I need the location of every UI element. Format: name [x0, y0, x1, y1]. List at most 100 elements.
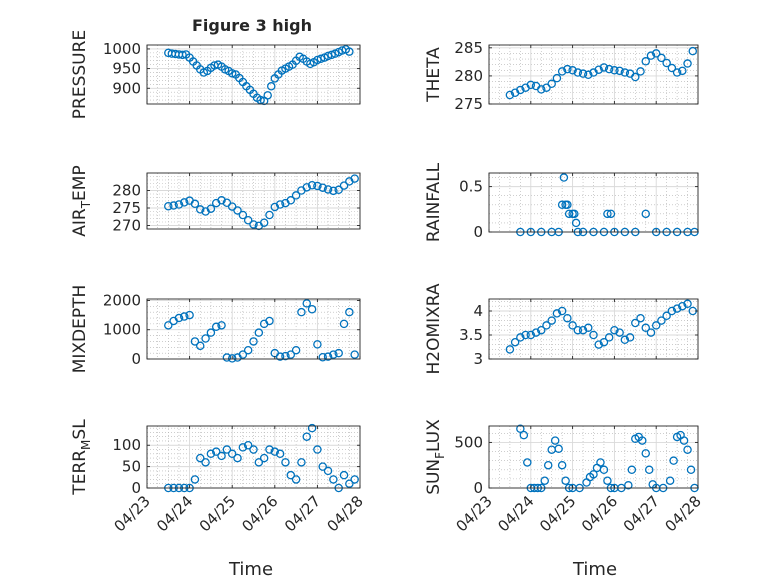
y-axis-label-sub: M — [79, 440, 93, 450]
data-point — [281, 351, 290, 361]
data-point — [206, 449, 216, 459]
data-point — [662, 311, 671, 321]
data-point — [672, 68, 682, 77]
data-point — [599, 63, 609, 72]
data-point — [604, 333, 614, 342]
y-tick-label: 275 — [112, 199, 141, 217]
data-point — [537, 85, 546, 94]
data-point — [323, 352, 333, 361]
data-point — [345, 307, 354, 317]
data-point — [211, 322, 221, 332]
data-point — [217, 321, 226, 330]
axes-box — [146, 44, 361, 105]
data-point — [526, 330, 536, 340]
axes-box — [488, 425, 699, 489]
y-tick-label: 3 — [473, 350, 483, 368]
data-point — [550, 436, 560, 445]
y-axis-label-tail: SL — [70, 419, 90, 440]
data-point — [568, 66, 577, 75]
data-point — [263, 91, 272, 100]
y-axis-label-main: THETA — [424, 47, 444, 103]
data-point — [596, 458, 605, 467]
y-tick-label: 1000 — [103, 321, 141, 339]
data-point — [563, 313, 572, 323]
y-tick-label: 50 — [122, 458, 141, 476]
data-point — [636, 313, 645, 323]
data-point — [195, 453, 205, 463]
data-point — [683, 59, 692, 68]
axes-box — [146, 298, 361, 360]
data-point — [641, 209, 651, 219]
y-tick-label: 1000 — [103, 40, 141, 58]
data-point — [547, 316, 556, 325]
data-point — [573, 68, 583, 77]
data-point — [542, 321, 551, 330]
data-point — [531, 328, 541, 337]
data-point — [679, 436, 689, 445]
axes-box — [488, 172, 699, 233]
data-point — [307, 304, 317, 314]
y-tick-label: 280 — [112, 182, 141, 200]
y-axis-label: PRESSURE — [70, 30, 90, 119]
data-point — [339, 319, 349, 329]
data-point — [291, 475, 301, 484]
data-point — [318, 183, 327, 192]
data-point — [297, 458, 306, 467]
data-point — [636, 67, 645, 76]
data-point — [552, 309, 562, 318]
data-point — [571, 218, 581, 228]
data-point — [217, 451, 226, 461]
data-point — [516, 85, 525, 95]
data-point — [222, 445, 232, 454]
data-point — [631, 318, 640, 328]
data-point — [505, 90, 515, 100]
data-point — [249, 220, 258, 229]
data-point — [646, 51, 656, 60]
y-tick-label: 2000 — [103, 291, 141, 309]
data-point — [627, 465, 637, 475]
y-axis-label: H2OMIXRA — [424, 283, 444, 374]
data-point — [345, 47, 354, 56]
data-point — [563, 200, 572, 210]
y-tick-label: 3.5 — [459, 326, 483, 344]
data-point — [672, 304, 682, 313]
data-point — [683, 299, 692, 309]
data-point — [190, 337, 200, 346]
data-point — [227, 449, 237, 459]
data-point — [254, 328, 264, 337]
data-point — [291, 345, 301, 355]
data-point — [164, 201, 173, 211]
y-axis-label-tail: LUX — [424, 419, 444, 452]
data-point — [557, 460, 567, 470]
data-point — [557, 67, 567, 76]
data-point — [662, 58, 671, 68]
data-point — [631, 72, 640, 82]
data-point — [516, 333, 525, 342]
data-point — [238, 350, 248, 359]
data-point — [227, 354, 237, 363]
data-point — [222, 353, 232, 362]
data-point — [625, 333, 635, 342]
figure-title: Figure 3 high — [192, 16, 312, 35]
data-point — [270, 447, 280, 456]
data-point — [270, 202, 280, 212]
plot-area — [489, 45, 698, 104]
data-point — [510, 337, 520, 347]
data-point — [584, 70, 593, 80]
data-point — [329, 186, 338, 196]
data-point — [564, 209, 574, 219]
data-point — [552, 73, 562, 83]
data-point — [316, 54, 326, 64]
data-point — [547, 79, 556, 89]
y-axis-label: AIRTEMP — [70, 165, 93, 236]
data-point — [243, 440, 253, 450]
data-point — [217, 196, 226, 205]
y-axis-label-main: AIR — [70, 208, 90, 237]
y-tick-label: 285 — [454, 39, 483, 57]
y-tick-label: 0 — [473, 223, 483, 241]
data-point — [313, 181, 322, 191]
data-point — [657, 53, 666, 63]
subplot-4: 0 0.5 RAINFALL — [424, 162, 699, 242]
data-point — [275, 449, 285, 459]
